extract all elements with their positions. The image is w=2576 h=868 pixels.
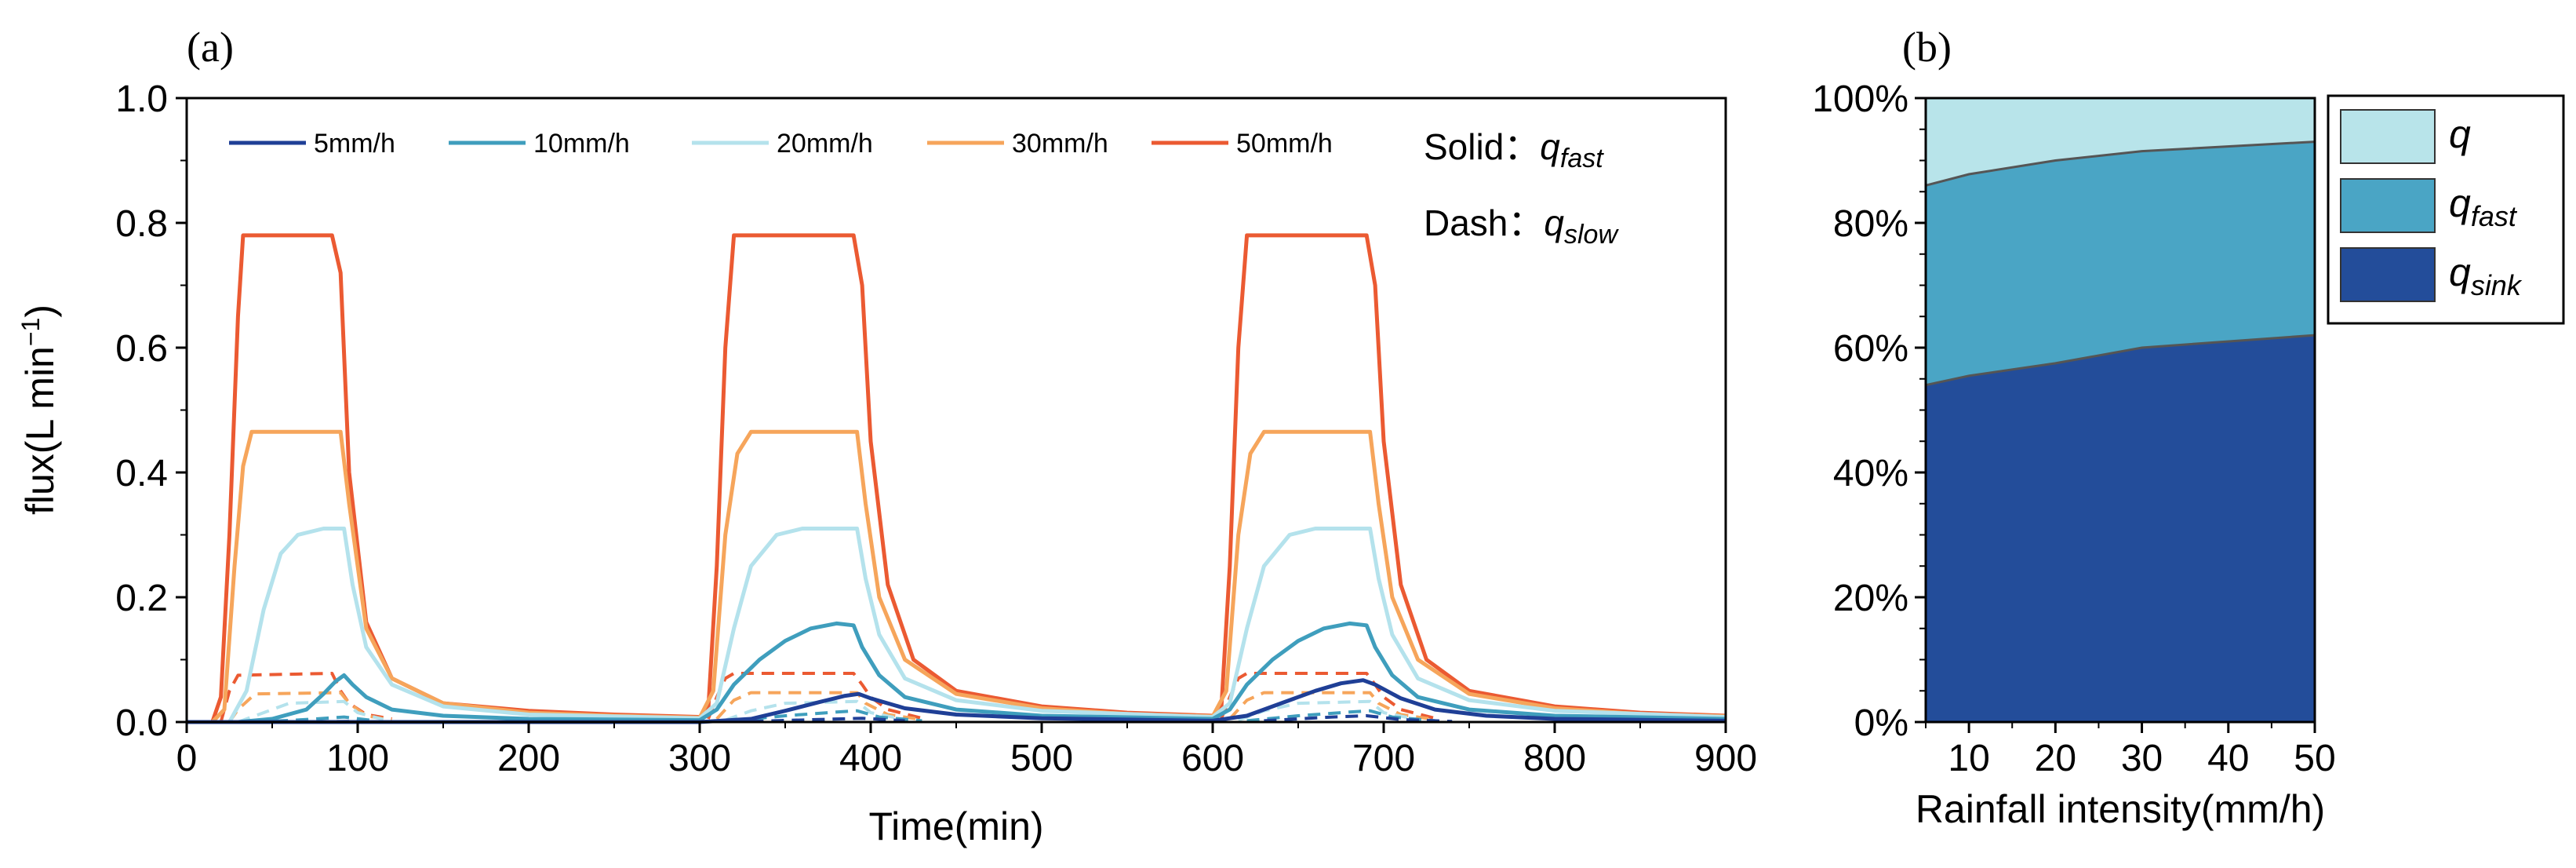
x-tick-label: 900 [1694,738,1757,779]
legend-sub: fast [2471,200,2518,232]
x-tick-label: 300 [668,738,731,779]
y-label-close: ) [18,305,62,318]
panel-b-label: (b) [1902,24,1952,71]
y-tick-label: 0.4 [115,453,168,494]
boundary-line-q_fast [1925,140,2316,187]
b-y-tick-label: 100% [1812,78,1908,120]
slow-line-30mm/h-event-1 [227,691,392,724]
legend-swatch-q [2340,109,2436,164]
fast-line-50mm/h-event-2 [698,233,1213,719]
panel-a-plot-area [187,233,1726,724]
fast-line-30mm/h-event-1 [210,429,700,724]
legend-label-q_fast: qfast [2449,181,2518,232]
x-tick-label: 200 [497,738,560,779]
b-x-tick-label: 10 [1948,738,1989,779]
b-x-tick-label: 30 [2121,738,2163,779]
annotation-dash-var: q [1544,202,1564,243]
fast-line-20mm/h-event-3 [1211,527,1726,720]
slow-line-5mm/h-event-3 [1264,714,1453,724]
y-tick-label: 0.2 [115,578,168,619]
boundary-line-q_sink [1925,334,2316,387]
x-tick-label: 800 [1523,738,1586,779]
panel-b-x-ticks: 10 20 30 40 50 [1925,722,2336,779]
fast-line-5mm/h-event-2 [699,691,1213,724]
panel-b-area-chart: (b) 10 20 30 40 50 0% 20% 40% 60% 80% 100% Rainfa… [1812,24,2565,831]
legend-label-q: q [2449,112,2471,156]
x-tick-label: 100 [326,738,389,779]
panel-a-frame [185,97,1727,724]
annotation-dash-sub: slow [1564,220,1619,250]
fast-line-10mm/h-event-3 [1211,621,1726,721]
legend-label-50mm/h: 50mm/h [1236,129,1333,159]
area-q_sink [1926,335,2315,722]
slow-line-10mm/h-event-2 [733,709,922,723]
panel-a-y-axis-label: flux(L min−1) [16,305,62,515]
legend-var: q [2449,112,2471,156]
area-q_fast [1926,141,2315,385]
panel-a-x-axis-label: Time(min) [868,804,1043,848]
legend-label-30mm/h: 30mm/h [1012,129,1108,159]
panel-a-y-ticks: 0.0 0.2 0.4 0.6 0.8 1.0 [115,78,187,744]
legend-label-10mm/h: 10mm/h [533,129,630,159]
annotation-dash: Dash：qslow [1424,202,1619,250]
fast-line-50mm/h-event-1 [187,233,700,724]
panel-b-plot-area [1925,98,2316,722]
x-tick-label: 600 [1181,738,1244,779]
legend-var: q [2449,181,2471,225]
legend-swatch-q_fast [2340,178,2436,233]
fast-line-20mm/h-event-1 [227,527,700,724]
annotation-solid-prefix: Solid： [1424,126,1540,167]
b-y-tick-label: 80% [1833,203,1908,245]
y-tick-label: 0.0 [115,702,168,744]
legend-swatch-q_sink [2340,247,2436,302]
b-x-tick-label: 50 [2294,738,2335,779]
fast-line-50mm/h-event-3 [1211,233,1726,718]
annotation-solid: Solid：qfast [1424,126,1604,173]
slow-line-5mm/h-event-2 [751,717,905,724]
x-tick-label: 700 [1352,738,1415,779]
panel-a-legend: 5mm/h 10mm/h 20mm/h 30mm/h 50mm/h [229,129,1333,159]
annotation-dash-prefix: Dash： [1424,202,1544,243]
fast-line-5mm/h-event-3 [1212,678,1726,723]
y-tick-label: 0.6 [115,328,168,370]
slow-line-10mm/h-event-3 [1246,709,1435,723]
b-y-tick-label: 40% [1833,453,1908,494]
b-x-tick-label: 40 [2207,738,2249,779]
legend-label-20mm/h: 20mm/h [777,129,873,159]
panel-a-label: (a) [187,24,234,71]
slow-line-20mm/h-event-2 [725,699,905,722]
panel-b-x-axis-label: Rainfall intensity(mm/h) [1916,787,2325,831]
b-x-tick-label: 20 [2035,738,2076,779]
legend-sub: sink [2471,269,2523,301]
legend-label-q_sink: qsink [2449,250,2523,301]
b-y-tick-label: 20% [1833,578,1908,619]
panel-b-y-ticks: 0% 20% 40% 60% 80% 100% [1812,78,1926,744]
panel-a-x-ticks: 0 100 200 300 400 500 600 700 800 900 [176,722,1757,779]
annotation-solid-var: q [1540,126,1560,167]
b-y-tick-label: 0% [1854,702,1908,744]
fast-line-10mm/h-event-2 [698,621,1213,722]
fast-line-30mm/h-event-3 [1210,429,1726,719]
y-tick-label: 0.8 [115,203,168,245]
fast-line-20mm/h-event-2 [698,527,1213,720]
fast-line-10mm/h-event-1 [238,673,700,724]
legend-var: q [2449,250,2471,294]
legend-label-5mm/h: 5mm/h [314,129,395,159]
y-label-main: flux(L min [18,346,62,515]
b-y-tick-label: 60% [1833,328,1908,370]
area-q [1926,98,2315,186]
fast-line-30mm/h-event-2 [697,429,1213,719]
x-tick-label: 400 [839,738,902,779]
x-tick-label: 0 [176,738,198,779]
x-tick-label: 500 [1010,738,1073,779]
annotation-solid-sub: fast [1560,144,1604,173]
panel-a-line-chart: (a) 0 100 200 300 400 500 600 700 800 900 0.00.20… [16,24,1757,848]
y-tick-label: 1.0 [115,78,168,120]
y-label-superscript: −1 [16,318,45,346]
